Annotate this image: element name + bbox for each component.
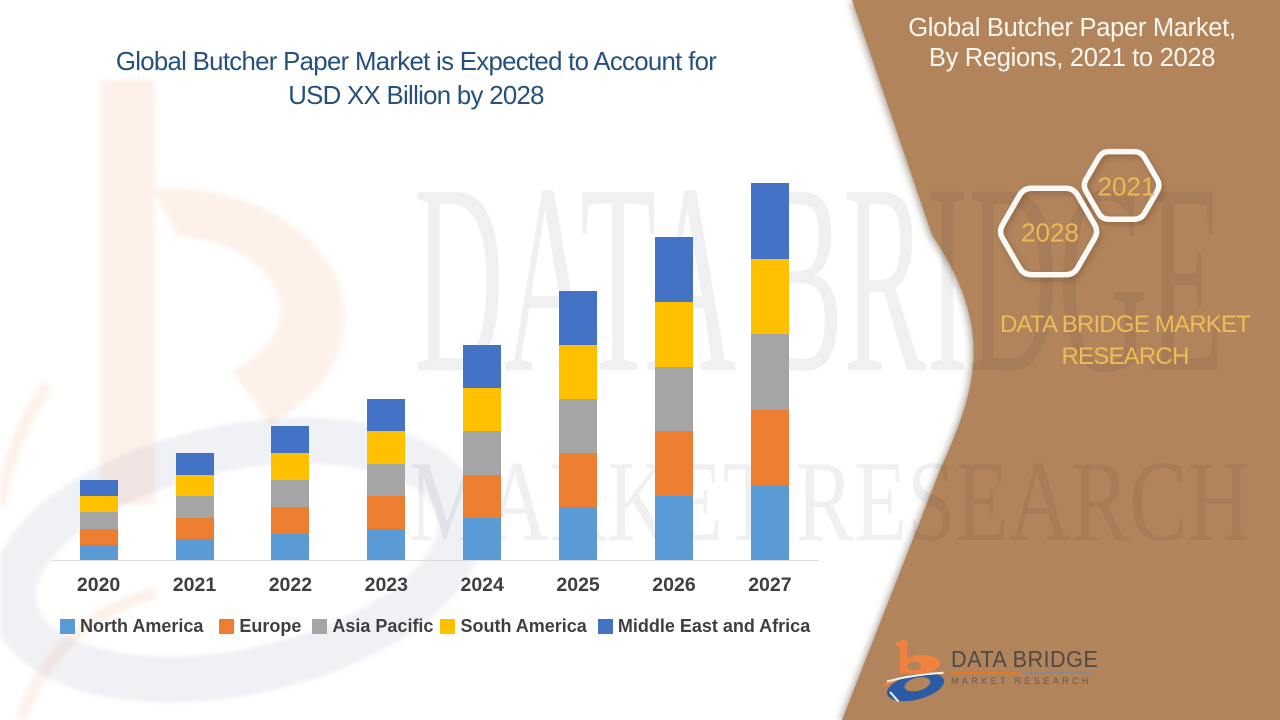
svg-text:2028: 2028 (1021, 218, 1079, 248)
svg-text:2021: 2021 (1098, 172, 1156, 202)
svg-text:MARKET RESEARCH: MARKET RESEARCH (409, 437, 1250, 565)
